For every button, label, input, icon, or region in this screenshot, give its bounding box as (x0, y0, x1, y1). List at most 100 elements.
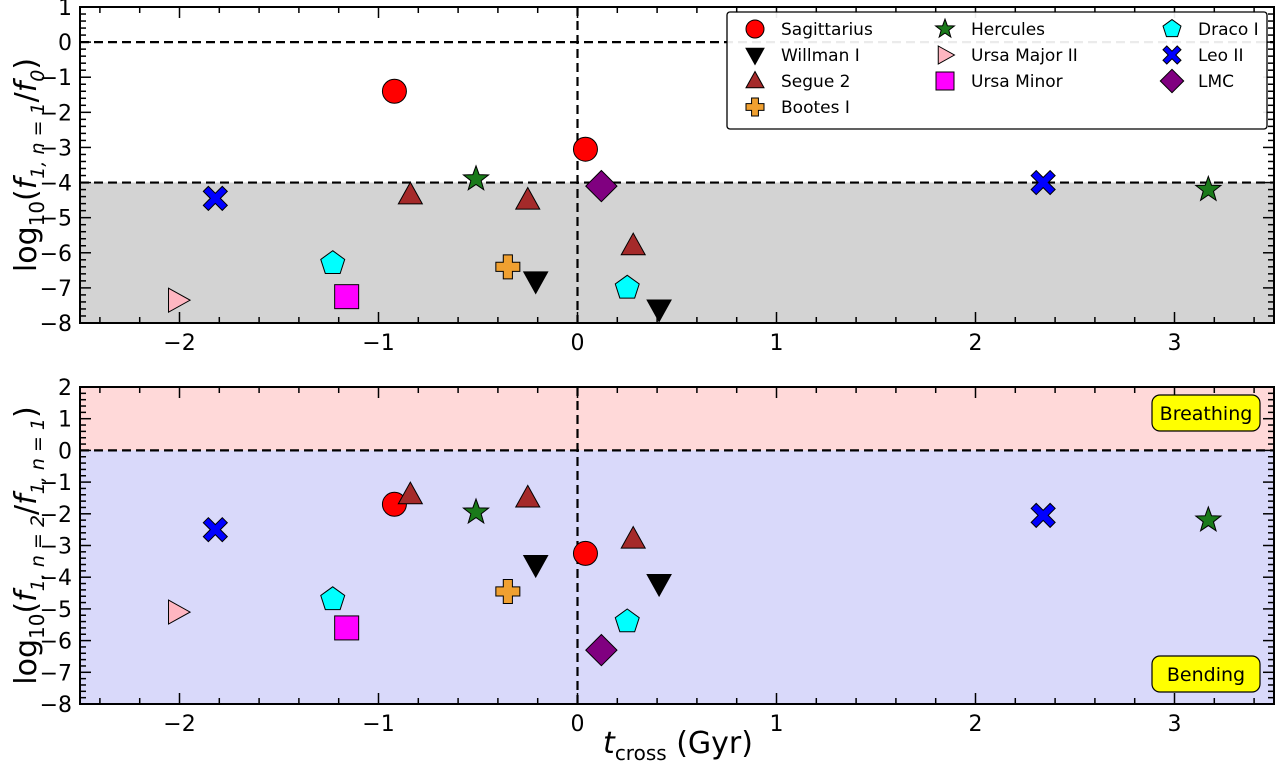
legend-label: LMC (1198, 72, 1234, 92)
x-axis-label: tcross (Gyr) (603, 726, 753, 761)
annotation-text: Breathing (1160, 403, 1253, 425)
point-willman-i (646, 299, 672, 323)
legend-marker-bootes-i (745, 97, 765, 117)
point-segue-2 (514, 484, 541, 508)
annotation-box (1151, 394, 1261, 432)
y-tick-label: −8 (40, 693, 72, 718)
y-tick-label: −5 (40, 598, 72, 623)
x-tick-label: −2 (163, 712, 195, 737)
legend-label: Draco I (1198, 20, 1259, 40)
point-hercules (462, 164, 490, 191)
legend-marker-sagittarius (745, 19, 765, 39)
point-leo-ii (1030, 169, 1056, 196)
point-ursa-major-ii (168, 287, 192, 314)
y-axis-label-part: 10 (25, 614, 49, 639)
y-tick-label: 1 (58, 0, 72, 21)
y-tick-label: 0 (58, 31, 72, 56)
y-axis-label-part: 0 (27, 70, 49, 82)
plot-frame (79, 386, 1275, 705)
point-willman-i (522, 271, 549, 295)
legend-label: Sagittarius (781, 20, 873, 40)
y-axis-label-part: ) (9, 58, 44, 70)
y-tick-label: −4 (40, 566, 72, 591)
legend-label: Bootes I (781, 98, 850, 118)
legend-marker-leo-ii (1162, 45, 1182, 65)
point-sagittarius (572, 540, 598, 566)
point-segue-2 (397, 181, 424, 205)
y-tick-label: −7 (40, 277, 72, 302)
annotation-box (1151, 655, 1261, 693)
y-tick-label: −3 (40, 136, 72, 161)
shaded-region (80, 182, 1274, 323)
x-tick-label: 0 (571, 712, 585, 737)
legend-box (726, 11, 1268, 130)
point-sagittarius (381, 491, 407, 517)
legend-marker-segue-2 (745, 70, 765, 89)
y-axis-label-part: ) (9, 406, 44, 418)
legend-label: Willman I (781, 46, 860, 66)
point-hercules (1194, 174, 1223, 202)
legend-label: Segue 2 (781, 72, 851, 92)
legend-marker-lmc (1159, 68, 1185, 94)
y-tick-label: −4 (40, 172, 72, 197)
point-hercules (1194, 505, 1223, 533)
point-lmc (585, 169, 618, 203)
legend-label: Leo II (1198, 46, 1243, 66)
shaded-region (80, 450, 1274, 704)
y-tick-label: −1 (40, 471, 72, 496)
point-ursa-minor (334, 284, 360, 310)
y-tick-label: 0 (58, 439, 72, 464)
x-tick-label: 3 (1168, 712, 1182, 737)
x-tick-label: 1 (770, 331, 784, 356)
point-segue-2 (397, 481, 424, 505)
y-tick-label: 1 (58, 408, 72, 433)
legend-marker-ursa-major-ii (937, 45, 956, 65)
point-ursa-minor (334, 615, 360, 641)
legend-label: Ursa Minor (971, 72, 1063, 92)
point-leo-ii (202, 185, 229, 212)
point-draco-i (614, 274, 640, 299)
point-willman-i (522, 555, 549, 579)
legend: Sagittarius Willman I Segue 2 Bootes I Hercu… (726, 11, 1268, 130)
shaded-region (80, 387, 1274, 451)
y-tick-label: −8 (40, 312, 72, 337)
point-sagittarius (572, 136, 598, 162)
point-draco-i (614, 608, 640, 633)
x-tick-label: −1 (362, 331, 394, 356)
y-tick-label: −6 (40, 242, 72, 267)
y-axis-label-part: / (9, 504, 44, 515)
x-tick-label: 2 (969, 331, 983, 356)
y-axis-label-part: 10 (25, 201, 49, 226)
y-axis-label-part: 1, n = 1 (27, 102, 49, 178)
y-axis-label-part: log (9, 226, 44, 272)
data-points (168, 481, 1223, 667)
y-tick-label: −3 (40, 535, 72, 560)
point-segue-2 (620, 232, 647, 256)
x-tick-label: 1 (770, 712, 784, 737)
y-axis-label: log10(f1, n = 1/f0) (9, 58, 49, 272)
y-tick-label: −2 (40, 503, 72, 528)
point-segue-2 (620, 525, 647, 549)
point-sagittarius (381, 78, 407, 104)
y-axis-label-part: 1, n = 1 (27, 418, 49, 494)
y-tick-label: −7 (40, 661, 72, 686)
annotation-text: Bending (1167, 664, 1245, 686)
point-bootes-i (495, 254, 521, 280)
region-annotation: Breathing (1151, 394, 1261, 432)
y-axis-label-part: 1, n = 2 (27, 515, 49, 591)
x-tick-label: 0 (571, 331, 585, 356)
data-points (168, 78, 1223, 323)
y-axis-label-part: log (9, 639, 44, 685)
y-tick-label: −6 (40, 630, 72, 655)
legend-marker-ursa-minor (935, 71, 955, 91)
y-tick-label: −1 (40, 66, 72, 91)
point-segue-2 (514, 186, 541, 210)
point-lmc (585, 633, 618, 667)
y-tick-label: −5 (40, 207, 72, 232)
point-hercules (462, 497, 490, 525)
y-tick-label: 2 (58, 376, 72, 401)
y-axis-label-part: / (9, 91, 44, 102)
